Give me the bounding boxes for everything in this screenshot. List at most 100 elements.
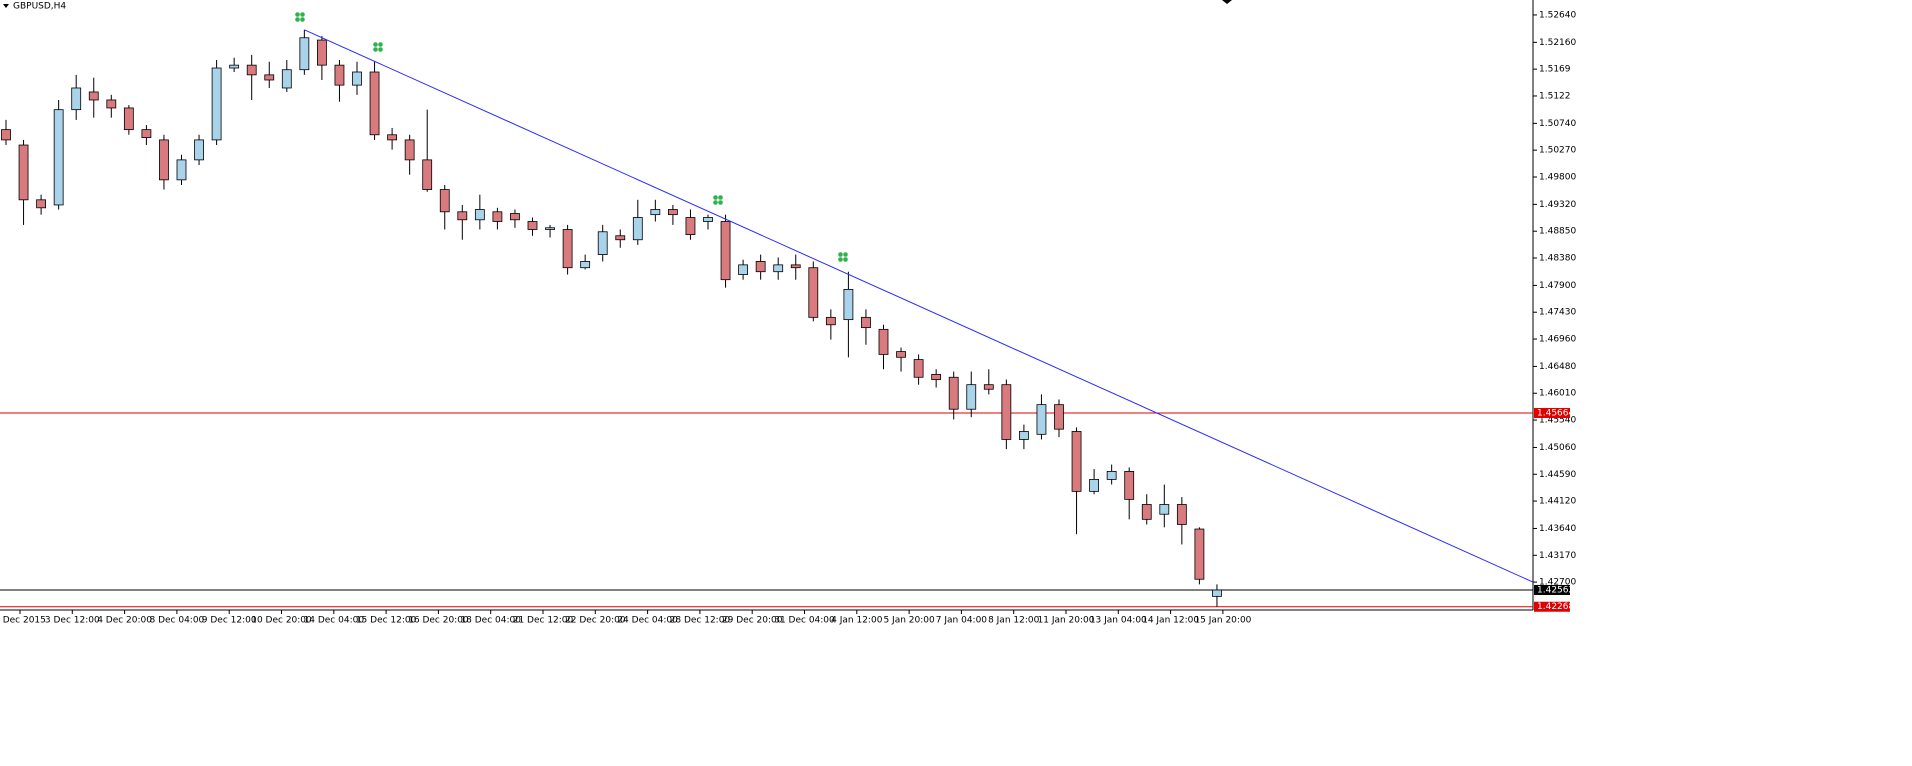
fractal-markers: [295, 12, 848, 262]
price-level-box: [1534, 407, 1570, 418]
candle-body: [211, 67, 222, 141]
fractal: [373, 42, 383, 52]
candle-body: [53, 109, 64, 206]
menu-arrow[interactable]: [3, 4, 9, 8]
x-tick-label: 31 Dec 04:00: [774, 616, 835, 626]
x-tick-label: 21 Dec 12:00: [513, 616, 574, 626]
x-tick-label: 5 Jan 20:00: [883, 616, 935, 626]
candle-body: [703, 217, 713, 222]
y-tick-label: 1.52160: [1539, 38, 1576, 48]
candle-body: [1019, 431, 1029, 440]
candle-body: [334, 64, 345, 86]
candle-body: [159, 139, 169, 181]
candle-body: [597, 231, 608, 255]
y-tick-label: 1.52640: [1539, 10, 1576, 20]
candle-body: [281, 69, 292, 89]
candle-body: [36, 199, 46, 209]
x-tick-label: 2 Dec 2015: [0, 616, 46, 626]
candle-body: [457, 211, 468, 221]
candle-body: [720, 221, 731, 281]
x-tick-label: 13 Jan 04:00: [1090, 616, 1147, 626]
candle-body: [1141, 504, 1152, 520]
x-tick-label: 7 Jan 04:00: [936, 616, 988, 626]
y-tick-label: 1.47900: [1539, 281, 1576, 291]
y-tick-label: 1.49320: [1539, 200, 1576, 210]
candle-body: [369, 71, 380, 136]
x-tick-label: 3 Dec 12:00: [45, 616, 100, 626]
y-tick-label: 1.5122: [1539, 91, 1571, 101]
candle-body: [264, 74, 275, 81]
candle-body: [773, 264, 784, 273]
fractal: [838, 252, 848, 262]
x-tick-label: 16 Dec 20:00: [408, 616, 469, 626]
candle-body: [650, 209, 661, 216]
candle-body: [492, 211, 503, 222]
candle-body: [527, 221, 538, 230]
y-tick-label: 1.46480: [1539, 362, 1576, 372]
x-tick-label: 14 Jan 12:00: [1142, 616, 1199, 626]
candle-body: [1089, 478, 1099, 492]
x-tick-label: 24 Dec 04:00: [617, 616, 678, 626]
y-tick-label: 1.45540: [1539, 416, 1576, 426]
candle-body: [790, 264, 801, 269]
candle-body: [1036, 404, 1047, 435]
candle-body: [825, 316, 836, 326]
fractal: [295, 12, 305, 22]
price-level-label: 1.42562: [1537, 585, 1574, 595]
candle-body: [18, 144, 29, 201]
candle-body: [632, 217, 643, 241]
y-tick-label: 1.44120: [1539, 497, 1576, 507]
candle-body: [913, 359, 924, 378]
x-tick-label: 10 Dec 20:00: [251, 616, 312, 626]
candle-body: [738, 264, 748, 275]
x-tick-label: 4 Jan 12:00: [831, 616, 883, 626]
candle-body: [439, 189, 450, 213]
candle-body: [1054, 404, 1064, 430]
candle-body: [755, 261, 766, 273]
y-tick-label: 1.42700: [1539, 578, 1576, 588]
candle-body: [88, 91, 99, 101]
candle-body: [861, 316, 871, 329]
candle-body: [1159, 504, 1170, 515]
candle-body: [176, 159, 187, 181]
x-tick-label: 14 Dec 04:00: [304, 616, 365, 626]
x-tick-label: 9 Dec 12:00: [202, 616, 257, 626]
y-tick-label: 1.43170: [1539, 551, 1576, 561]
fractal: [713, 195, 723, 205]
candle-body: [1, 129, 11, 141]
candle-body: [1001, 384, 1012, 440]
x-tick-label: 28 Dec 12:00: [670, 616, 731, 626]
candle-body: [966, 384, 977, 410]
candle-body: [510, 213, 520, 221]
y-tick-label: 1.50740: [1539, 119, 1576, 129]
candle-body: [1124, 471, 1135, 500]
y-tick-label: 1.46010: [1539, 389, 1576, 399]
cursor: [1222, 0, 1232, 4]
candle-body: [1071, 431, 1082, 492]
candle-body: [387, 134, 398, 141]
candle-body: [615, 235, 626, 241]
y-tick-label: 1.44590: [1539, 470, 1576, 480]
candle-body: [106, 99, 117, 109]
x-tick-label: 8 Dec 04:00: [149, 616, 204, 626]
trend-line: [304, 29, 1534, 583]
candle-body: [843, 288, 854, 321]
y-tick-label: 1.48850: [1539, 227, 1576, 237]
candle-body: [404, 139, 415, 161]
candle-body: [194, 139, 204, 161]
candle-body: [931, 374, 942, 380]
price-level-box: [1534, 584, 1570, 595]
candle-body: [948, 376, 959, 410]
x-tick-label: 22 Dec 20:00: [565, 616, 626, 626]
candle-body: [1176, 504, 1187, 525]
candle-body: [1106, 471, 1117, 480]
candle-body: [141, 129, 152, 139]
candle-body: [474, 209, 485, 221]
y-tick-label: 1.49800: [1539, 172, 1576, 182]
candle-body: [545, 227, 555, 230]
x-tick-label: 15 Dec 12:00: [356, 616, 417, 626]
candle-body: [1212, 589, 1222, 597]
candle-body: [71, 87, 82, 111]
